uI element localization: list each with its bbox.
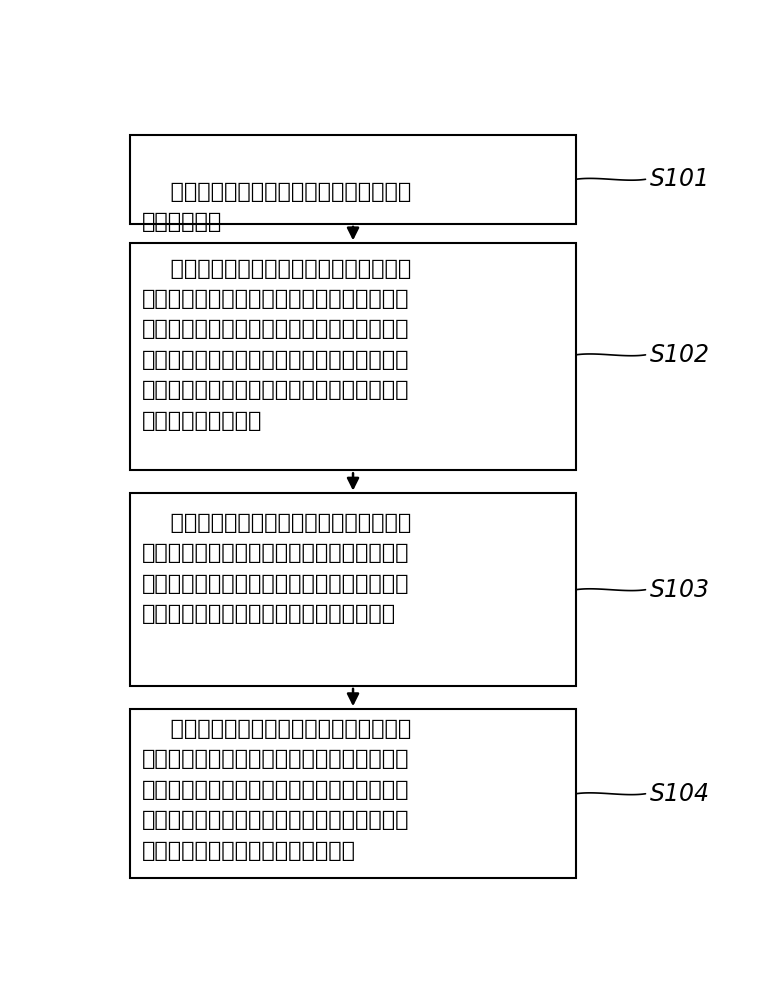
- Bar: [130, 709, 576, 878]
- Bar: [130, 243, 576, 470]
- Text: 取样步骤：在厚膜混合集成电路产品上取
粘接胶样品；: 取样步骤：在厚膜混合集成电路产品上取 粘接胶样品；: [141, 182, 410, 232]
- Text: 样品称重步骤：将样品放置于热失重分析
仪内称取初始样品的重量，用热失重分析仪对
样品进行加热，使样品挥发出水汽，当样品的
重量不再变化后，称量出最终样品的重量，: 样品称重步骤：将样品放置于热失重分析 仪内称取初始样品的重量，用热失重分析仪对 …: [141, 259, 410, 431]
- Text: S103: S103: [649, 578, 710, 602]
- Text: S104: S104: [649, 782, 710, 806]
- Text: S101: S101: [649, 167, 710, 191]
- Bar: [130, 493, 576, 686]
- Text: 水汽定性测量步骤：在水汽挥发过程中，
用气质联用仪对水汽进行定性检测，并利用曲
线方程，可分别得到水汽中各成分以及各成分
所对应的相对浓度值，并将各成分及其相对: 水汽定性测量步骤：在水汽挥发过程中， 用气质联用仪对水汽进行定性检测，并利用曲 …: [141, 719, 410, 861]
- Text: 水汽定量测量步骤：在水汽挥发过程中，
用红外光谱仪对样品挥发出的水汽进行红外光
谱检测，对水汽进行定量分析，将水汽的各成
分的浓度数据导入至联用设备的显示屏上；: 水汽定量测量步骤：在水汽挥发过程中， 用红外光谱仪对样品挥发出的水汽进行红外光 …: [141, 513, 410, 624]
- Text: S102: S102: [649, 343, 710, 367]
- Bar: [130, 135, 576, 224]
